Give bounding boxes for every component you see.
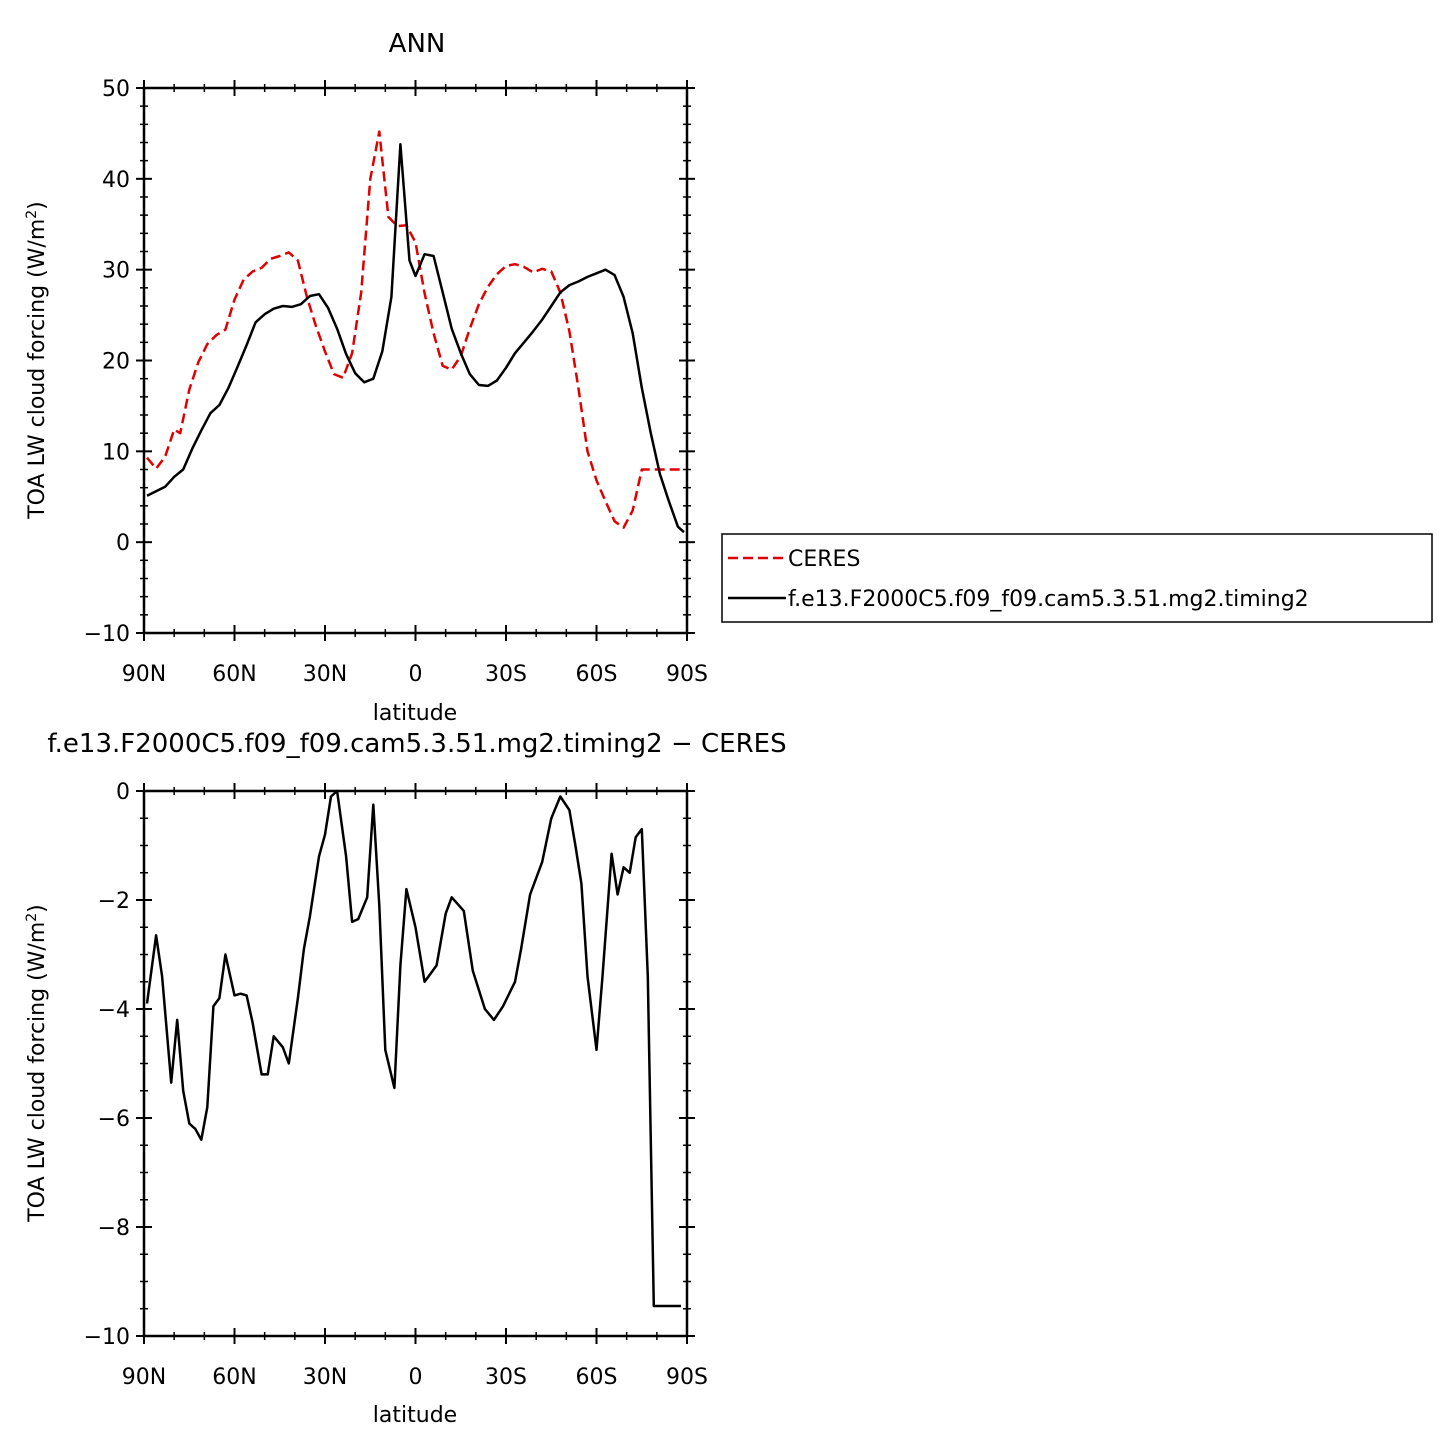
bottom-x-tick-label: 60S [576, 1365, 618, 1390]
top-series-line-1 [146, 130, 684, 529]
bottom-y-tick-label: 0 [116, 780, 130, 805]
top-x-tick-label: 90S [666, 662, 708, 687]
top-y-tick-label: 0 [116, 531, 130, 556]
top-x-tick-label: 0 [409, 662, 423, 687]
top-y-label-close: ) [25, 201, 50, 210]
legend: CERES f.e13.F2000C5.f09_f09.cam5.3.51.mg… [721, 533, 1433, 623]
top-x-tick-label: 30S [485, 662, 527, 687]
top-plot-area: −10 0 10 20 30 40 50 90N 60N 30N 0 30S 60S 90S [84, 77, 708, 687]
top-x-tick-label: 60S [576, 662, 618, 687]
top-chart-title: ANN [389, 29, 446, 59]
top-y-axis-label: TOA LW cloud forcing (W/m2) [24, 201, 50, 520]
bottom-y-axis-label: TOA LW cloud forcing (W/m2) [24, 904, 50, 1223]
top-series-line-2 [146, 143, 685, 534]
top-y-tick-label: 30 [102, 259, 130, 284]
bottom-chart-title: f.e13.F2000C5.f09_f09.cam5.3.51.mg2.timi… [47, 729, 786, 759]
top-y-tick-label: 40 [102, 168, 130, 193]
top-y-label-main: TOA LW cloud forcing (W/m [25, 219, 50, 520]
bottom-y-tick-label: −8 [98, 1216, 130, 1241]
bottom-y-tick-label: −10 [84, 1325, 130, 1350]
bottom-plot-area: −10 −8 −6 −4 −2 0 90N 60N 30N 0 30S 60S 90S [84, 780, 708, 1390]
bottom-plot-frame [142, 789, 689, 1338]
bottom-x-tick-label: 90S [666, 1365, 708, 1390]
bottom-y-tick-label: −2 [98, 889, 130, 914]
top-x-tick-label: 90N [122, 662, 166, 687]
legend-box [721, 533, 1433, 623]
bottom-x-tick-label: 30N [303, 1365, 347, 1390]
bottom-x-axis-label: latitude [373, 1403, 457, 1428]
top-y-tick-label: 50 [102, 77, 130, 102]
bottom-x-tick-label: 0 [409, 1365, 423, 1390]
bottom-x-tick-label: 30S [485, 1365, 527, 1390]
top-x-axis-label: latitude [373, 701, 457, 726]
bottom-series-line-1 [145, 789, 681, 1308]
bottom-x-tick-label: 90N [122, 1365, 166, 1390]
top-y-tick-label: 20 [102, 350, 130, 375]
legend-label-model: f.e13.F2000C5.f09_f09.cam5.3.51.mg2.timi… [788, 587, 1309, 612]
top-panel: ANN −10 0 10 20 30 40 50 90N 60N 30N 0 30S 60S 90S la… [24, 29, 1433, 726]
bottom-y-tick-label: −6 [98, 1107, 130, 1132]
bottom-y-label-main: TOA LW cloud forcing (W/m [25, 922, 50, 1223]
bottom-y-tick-label: −4 [98, 998, 130, 1023]
top-y-tick-label: 10 [102, 440, 130, 465]
bottom-y-label-superscript: 2 [24, 913, 40, 922]
top-plot-frame [142, 86, 689, 635]
top-y-label-superscript: 2 [24, 210, 40, 219]
top-y-tick-label: −10 [84, 622, 130, 647]
bottom-x-tick-label: 60N [212, 1365, 256, 1390]
legend-label-ceres: CERES [788, 547, 860, 572]
bottom-y-label-close: ) [25, 904, 50, 913]
top-x-tick-label: 30N [303, 662, 347, 687]
top-x-tick-label: 60N [212, 662, 256, 687]
bottom-panel: f.e13.F2000C5.f09_f09.cam5.3.51.mg2.timi… [24, 729, 787, 1428]
